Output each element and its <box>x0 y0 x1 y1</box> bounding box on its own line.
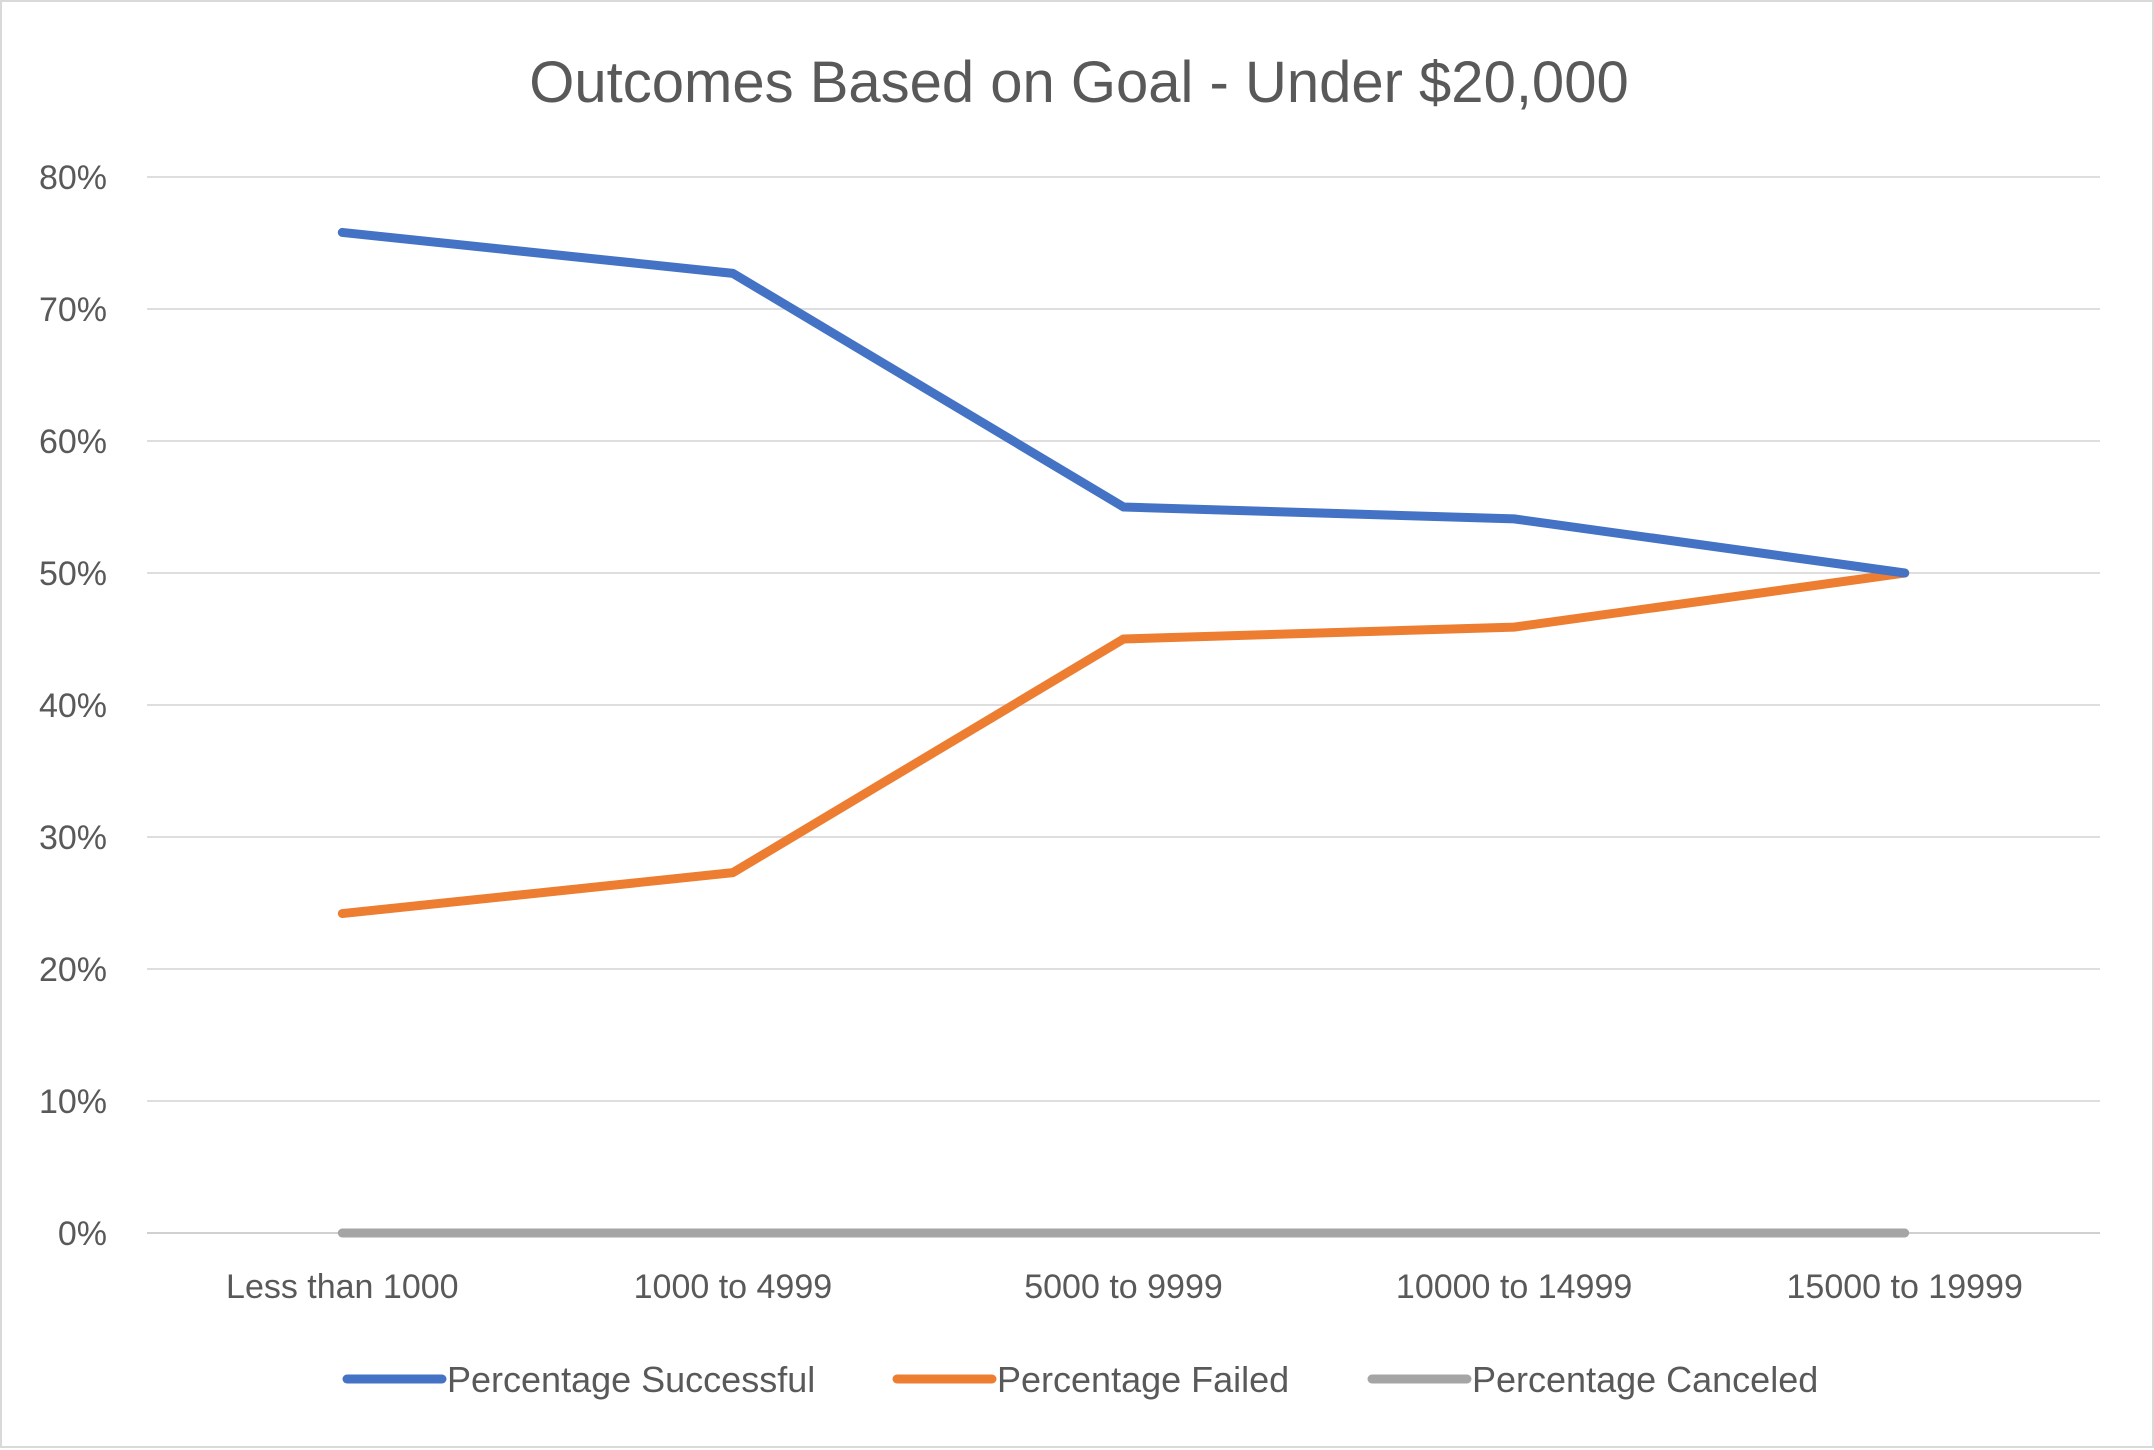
y-tick-label: 80% <box>39 159 107 197</box>
x-axis-tick-labels: Less than 1000 1000 to 4999 5000 to 9999 10… <box>226 1268 2023 1306</box>
y-tick-label: 30% <box>39 819 107 857</box>
legend-label: Percentage Successful <box>447 1359 815 1400</box>
y-axis-tick-labels: 0% 10% 20% 30% 40% 50% 60% 70% 80% <box>39 159 107 1253</box>
x-tick-label: 15000 to 19999 <box>1787 1268 2023 1306</box>
gridlines <box>147 176 2100 1234</box>
y-tick-label: 40% <box>39 687 107 725</box>
series-lines <box>337 227 1910 1238</box>
y-tick-label: 20% <box>39 951 107 989</box>
legend-label: Percentage Failed <box>997 1359 1289 1400</box>
y-tick-label: 70% <box>39 291 107 329</box>
y-tick-label: 50% <box>39 555 107 593</box>
chart-title: Outcomes Based on Goal - Under $20,000 <box>529 50 1628 115</box>
x-tick-label: 10000 to 14999 <box>1396 1268 1632 1306</box>
series-line-percentage-successful <box>337 227 1910 578</box>
x-tick-label: 1000 to 4999 <box>634 1268 833 1306</box>
y-tick-label: 0% <box>58 1215 107 1253</box>
legend-label: Percentage Canceled <box>1472 1359 1818 1400</box>
y-tick-label: 10% <box>39 1083 107 1121</box>
y-tick-label: 60% <box>39 423 107 461</box>
series-line-percentage-failed <box>337 568 1910 919</box>
legend: Percentage Successful Percentage Failed Pe… <box>342 1359 1818 1400</box>
x-tick-label: Less than 1000 <box>226 1268 459 1306</box>
x-tick-label: 5000 to 9999 <box>1024 1268 1223 1306</box>
